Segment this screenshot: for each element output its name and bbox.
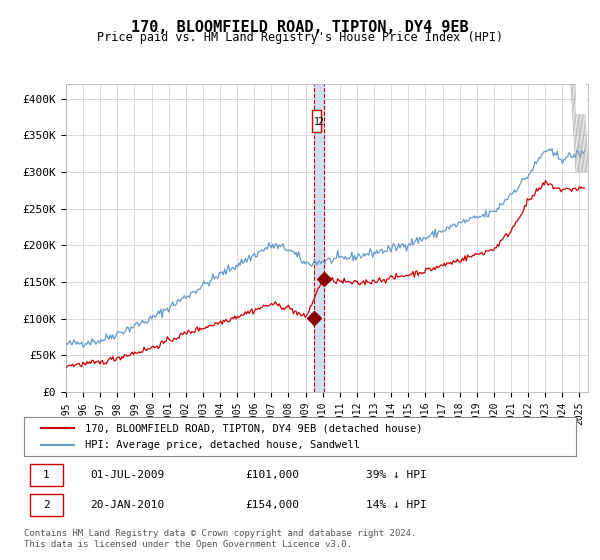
Text: 170, BLOOMFIELD ROAD, TIPTON, DY4 9EB: 170, BLOOMFIELD ROAD, TIPTON, DY4 9EB [131,20,469,35]
Polygon shape [576,84,584,113]
Text: Price paid vs. HM Land Registry's House Price Index (HPI): Price paid vs. HM Land Registry's House … [97,31,503,44]
Text: 170, BLOOMFIELD ROAD, TIPTON, DY4 9EB (detached house): 170, BLOOMFIELD ROAD, TIPTON, DY4 9EB (d… [85,423,422,433]
Text: 14% ↓ HPI: 14% ↓ HPI [366,500,427,510]
Text: Contains HM Land Registry data © Crown copyright and database right 2024.
This d: Contains HM Land Registry data © Crown c… [24,529,416,549]
FancyBboxPatch shape [311,110,321,132]
Text: 2: 2 [317,117,323,127]
Text: 39% ↓ HPI: 39% ↓ HPI [366,470,427,480]
Bar [314,84,323,392]
Text: £154,000: £154,000 [245,500,299,510]
Text: 1: 1 [43,470,49,480]
FancyBboxPatch shape [29,464,62,486]
FancyBboxPatch shape [29,494,62,516]
Text: £101,000: £101,000 [245,470,299,480]
Text: 20-JAN-2010: 20-JAN-2010 [90,500,164,510]
Text: HPI: Average price, detached house, Sandwell: HPI: Average price, detached house, Sand… [85,440,360,450]
Text: 1: 1 [314,117,320,127]
Text: 2: 2 [43,500,49,510]
Text: 01-JUL-2009: 01-JUL-2009 [90,470,164,480]
